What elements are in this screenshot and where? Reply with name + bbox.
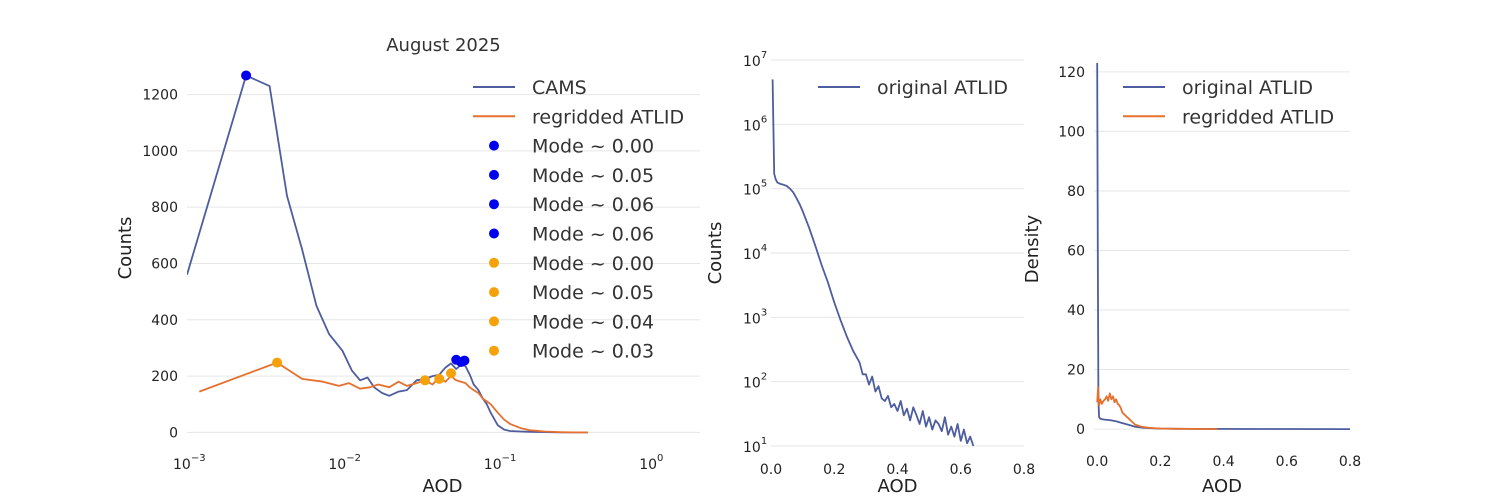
y-tick-label: 800 [151, 200, 178, 216]
y-tick-label: 80 [1067, 184, 1085, 200]
x-tick-label: 0.2 [1149, 454, 1171, 470]
legend: CAMS regridded ATLID Mode ~ 0.00 Mode ~ 0.0… [473, 77, 684, 363]
mode-point-6 [446, 368, 457, 379]
x-tick-label: 0.2 [823, 462, 845, 478]
x-tick-label: 0.6 [950, 462, 972, 478]
x-tick-label: 0.6 [1276, 454, 1298, 470]
legend-swatch [489, 287, 499, 298]
x-axis-label: AOD [877, 476, 917, 497]
legend: original ATLID [818, 77, 1008, 99]
chart-title: August 2025 [386, 35, 501, 56]
series-line-2 [1096, 386, 1218, 430]
x-tick-label: 0.8 [1339, 454, 1361, 470]
y-tick-label: 200 [151, 369, 178, 385]
y-tick-label: 20 [1067, 363, 1085, 379]
y-tick-label: 104 [743, 243, 767, 263]
x-tick-label: 0.4 [886, 462, 908, 478]
mode-point-1 [241, 70, 252, 81]
mode-point-7 [434, 373, 445, 384]
mode-point-8 [420, 375, 431, 386]
legend-label: original ATLID [1182, 77, 1313, 99]
legend-label: Mode ~ 0.03 [532, 341, 654, 363]
y-axis-label: Counts [115, 217, 136, 280]
legend-swatch [489, 199, 499, 210]
x-tick-label: 100 [639, 453, 663, 473]
legend-label: CAMS [532, 77, 587, 99]
y-tick-label: 0 [169, 425, 178, 441]
legend-label: Mode ~ 0.05 [532, 282, 654, 304]
y-tick-label: 400 [151, 313, 178, 329]
mode-point-4 [459, 355, 470, 366]
x-tick-label: 0.4 [1212, 454, 1234, 470]
legend: original ATLID regridded ATLID [1123, 77, 1334, 128]
series-line-1 [771, 79, 975, 447]
legend-swatch [489, 140, 499, 151]
y-axis-label: Density [1022, 214, 1043, 283]
y-tick-label: 0 [1076, 422, 1085, 438]
legend-swatch [489, 169, 499, 180]
legend-label: Mode ~ 0.04 [532, 311, 654, 333]
y-tick-label: 106 [743, 114, 767, 134]
y-tick-label: 107 [743, 50, 767, 70]
x-axis-label: AOD [422, 476, 462, 497]
chart-3: 0 20 40 60 80 100 120 0.0 0.2 0.4 0.6 0.8 AOD Density… [1022, 62, 1361, 497]
legend-label: regridded ATLID [1182, 106, 1334, 128]
legend-label: Mode ~ 0.05 [532, 165, 654, 187]
y-tick-label: 600 [151, 256, 178, 272]
chart-1: 0 200 400 600 800 1000 1200 10−3 10−2 10−1 100 AOD C… [115, 35, 700, 497]
legend-label: Mode ~ 0.00 [532, 136, 654, 158]
series-line-2 [198, 361, 588, 434]
x-axis-label: AOD [1202, 476, 1242, 497]
x-tick-label: 0.0 [760, 462, 782, 478]
y-tick-label: 102 [743, 372, 767, 392]
y-tick-label: 101 [743, 436, 767, 456]
y-tick-label: 100 [1058, 124, 1085, 140]
y-tick-label: 60 [1067, 243, 1085, 259]
y-tick-label: 1200 [142, 88, 178, 104]
legend-label: regridded ATLID [532, 106, 684, 128]
legend-label: Mode ~ 0.06 [532, 224, 654, 246]
x-tick-label: 10−1 [484, 453, 517, 473]
y-tick-label: 103 [743, 307, 767, 327]
chart-2: 101 102 103 104 105 106 107 0.0 0.2 0.4 0.6 0.8 AOD C… [705, 50, 1035, 497]
x-tick-label: 10−3 [173, 453, 206, 473]
x-tick-label: 0.8 [1013, 462, 1035, 478]
legend-label: Mode ~ 0.06 [532, 194, 654, 216]
y-axis-label: Counts [705, 222, 726, 285]
legend-swatch [489, 316, 499, 327]
x-tick-label: 10−2 [328, 453, 361, 473]
legend-swatch [489, 257, 499, 268]
legend-swatch [489, 228, 499, 239]
legend-label: original ATLID [877, 77, 1008, 99]
series-line-1 [187, 74, 588, 434]
y-tick-label: 120 [1058, 65, 1085, 81]
legend-swatch [489, 345, 499, 356]
y-tick-label: 1000 [142, 144, 178, 160]
mode-point-5 [272, 357, 283, 368]
legend-label: Mode ~ 0.00 [532, 253, 654, 275]
y-tick-label: 105 [743, 179, 767, 199]
x-tick-label: 0.0 [1086, 454, 1108, 470]
y-tick-label: 40 [1067, 303, 1085, 319]
